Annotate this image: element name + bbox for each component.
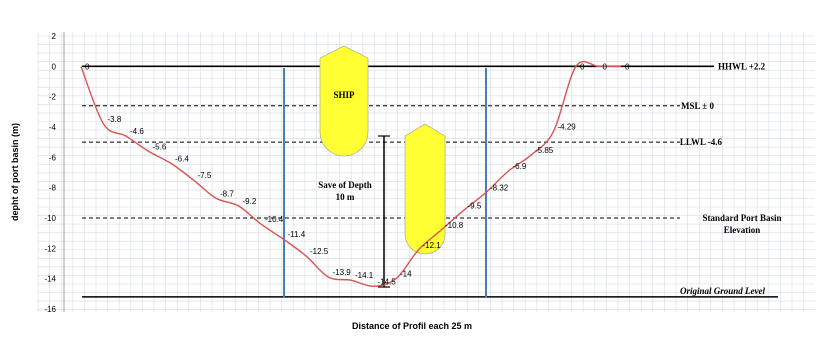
data-label: -4.6: [130, 127, 144, 136]
data-label: -4.29: [558, 122, 577, 131]
vertical-markers: [283, 68, 487, 298]
data-label: -8.32: [490, 184, 509, 193]
y-tick-label: -2: [49, 93, 57, 102]
ships: SHIP Save of Depth 10 m: [318, 45, 446, 288]
y-tick-label: -10: [44, 214, 56, 223]
y-tick-label: -6: [49, 153, 57, 162]
ref-label-0: HHWL +2.2: [718, 61, 766, 71]
data-label: -5.85: [535, 146, 554, 155]
data-label: 0: [85, 62, 90, 71]
axes: 2 0 -2 -4 -6 -8 -10 -12 -14 -16 Distance of Profil…: [10, 32, 472, 331]
ref-label-4: Original Ground Level: [680, 286, 766, 296]
data-label: 0: [603, 62, 608, 71]
data-label: -8.7: [220, 189, 234, 198]
ship-shape-upper: [319, 45, 369, 157]
ship-label: SHIP: [333, 90, 355, 100]
y-tick-label: -16: [44, 305, 56, 314]
y-tick-label: -14: [44, 275, 56, 284]
reference-lines: HHWL +2.2 MSL ± 0 LLWL -4.6 Standard Port B…: [82, 61, 782, 298]
ref-label-3-line2: Elevation: [724, 225, 761, 235]
ref-label-1: MSL ± 0: [681, 101, 714, 111]
x-axis-title: Distance of Profil each 25 m: [352, 321, 472, 331]
ref-label-2: LLWL -4.6: [680, 137, 723, 147]
y-axis-title: depht of port basin (m): [10, 123, 20, 221]
y-tick-label: 0: [52, 62, 57, 71]
data-label: -12.1: [423, 241, 442, 250]
data-label: -10.4: [265, 215, 284, 224]
series-layer: [80, 60, 621, 287]
data-label: -12.5: [310, 247, 329, 256]
data-label: -3.8: [108, 115, 122, 124]
data-label: -6.9: [513, 162, 527, 171]
data-label: -10.8: [445, 221, 464, 230]
ship-shape-lower: [404, 123, 446, 255]
data-label: -14: [400, 270, 412, 279]
y-tick-label: -12: [44, 244, 56, 253]
depth-label-line2: 10 m: [336, 192, 355, 202]
data-label: -14.5: [378, 277, 397, 286]
ref-label-3: Standard Port Basin: [702, 213, 781, 223]
y-tick-label: -8: [49, 184, 57, 193]
profile-series-line: [80, 60, 621, 287]
data-label: -9.5: [468, 201, 482, 210]
y-tick-label: 2: [52, 32, 57, 41]
data-label: -11.4: [288, 230, 306, 239]
data-label: -13.9: [333, 268, 352, 277]
data-label: 0: [625, 62, 630, 71]
data-label: -14.1: [355, 271, 374, 280]
data-label: -6.4: [175, 154, 189, 163]
data-label: -9.2: [243, 197, 257, 206]
y-tick-label: -4: [49, 123, 57, 132]
data-label: -7.5: [198, 171, 212, 180]
data-label: -5.6: [153, 142, 167, 151]
data-label: 0: [580, 62, 585, 71]
data-labels: 0-3.8-4.6-5.6-6.4-7.5-8.7-9.2-10.4-11.4-…: [85, 62, 630, 286]
depth-label-line1: Save of Depth: [318, 180, 372, 190]
